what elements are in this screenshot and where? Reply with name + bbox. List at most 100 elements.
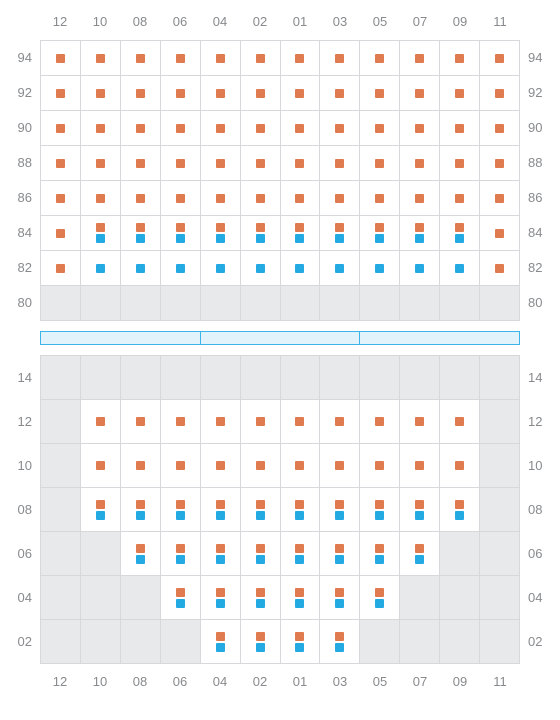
- seat-cell[interactable]: [440, 146, 480, 181]
- seat-cell[interactable]: [201, 400, 241, 444]
- seat-cell[interactable]: [121, 146, 161, 181]
- seat-cell[interactable]: [81, 181, 121, 216]
- seat-cell[interactable]: [161, 41, 201, 76]
- seat-cell[interactable]: [360, 251, 400, 286]
- seat-cell[interactable]: [360, 41, 400, 76]
- seat-cell[interactable]: [360, 111, 400, 146]
- seat-cell[interactable]: [320, 111, 360, 146]
- seat-cell[interactable]: [440, 251, 480, 286]
- seat-cell[interactable]: [41, 146, 81, 181]
- seat-cell[interactable]: [161, 400, 201, 444]
- seat-cell[interactable]: [360, 216, 400, 251]
- seat-cell[interactable]: [400, 444, 440, 488]
- seat-cell[interactable]: [161, 444, 201, 488]
- seat-cell[interactable]: [161, 216, 201, 251]
- seat-cell[interactable]: [320, 576, 360, 620]
- seat-cell[interactable]: [320, 181, 360, 216]
- seat-cell[interactable]: [81, 111, 121, 146]
- seat-cell[interactable]: [201, 576, 241, 620]
- seat-cell[interactable]: [480, 41, 520, 76]
- seat-cell[interactable]: [201, 41, 241, 76]
- seat-cell[interactable]: [400, 216, 440, 251]
- seat-cell[interactable]: [281, 216, 321, 251]
- seat-cell[interactable]: [41, 111, 81, 146]
- seat-cell[interactable]: [241, 251, 281, 286]
- seat-cell[interactable]: [201, 76, 241, 111]
- seat-cell[interactable]: [281, 146, 321, 181]
- seat-cell[interactable]: [440, 41, 480, 76]
- seat-cell[interactable]: [400, 488, 440, 532]
- seat-cell[interactable]: [121, 181, 161, 216]
- seat-cell[interactable]: [360, 181, 400, 216]
- seat-cell[interactable]: [400, 532, 440, 576]
- seat-cell[interactable]: [400, 76, 440, 111]
- seat-cell[interactable]: [81, 76, 121, 111]
- seat-cell[interactable]: [241, 488, 281, 532]
- seat-cell[interactable]: [241, 532, 281, 576]
- seat-cell[interactable]: [320, 146, 360, 181]
- seat-cell[interactable]: [281, 41, 321, 76]
- seat-cell[interactable]: [41, 76, 81, 111]
- seat-cell[interactable]: [360, 488, 400, 532]
- seat-cell[interactable]: [281, 181, 321, 216]
- seat-cell[interactable]: [440, 400, 480, 444]
- seat-cell[interactable]: [161, 146, 201, 181]
- seat-cell[interactable]: [121, 216, 161, 251]
- seat-cell[interactable]: [281, 620, 321, 664]
- seat-cell[interactable]: [440, 76, 480, 111]
- seat-cell[interactable]: [121, 76, 161, 111]
- seat-cell[interactable]: [241, 41, 281, 76]
- seat-cell[interactable]: [241, 76, 281, 111]
- seat-cell[interactable]: [320, 41, 360, 76]
- seat-cell[interactable]: [400, 181, 440, 216]
- seat-cell[interactable]: [121, 251, 161, 286]
- seat-cell[interactable]: [360, 444, 400, 488]
- seat-cell[interactable]: [81, 400, 121, 444]
- seat-cell[interactable]: [281, 111, 321, 146]
- seat-cell[interactable]: [81, 41, 121, 76]
- seat-cell[interactable]: [81, 216, 121, 251]
- seat-cell[interactable]: [241, 216, 281, 251]
- seat-cell[interactable]: [400, 251, 440, 286]
- seat-cell[interactable]: [320, 251, 360, 286]
- seat-cell[interactable]: [41, 181, 81, 216]
- seat-cell[interactable]: [121, 488, 161, 532]
- seat-cell[interactable]: [360, 400, 400, 444]
- seat-cell[interactable]: [41, 216, 81, 251]
- seat-cell[interactable]: [161, 181, 201, 216]
- seat-cell[interactable]: [281, 251, 321, 286]
- seat-cell[interactable]: [281, 444, 321, 488]
- seat-cell[interactable]: [121, 444, 161, 488]
- seat-cell[interactable]: [241, 146, 281, 181]
- seat-cell[interactable]: [121, 41, 161, 76]
- seat-cell[interactable]: [201, 444, 241, 488]
- seat-cell[interactable]: [440, 488, 480, 532]
- seat-cell[interactable]: [360, 532, 400, 576]
- seat-cell[interactable]: [281, 532, 321, 576]
- seat-cell[interactable]: [81, 251, 121, 286]
- seat-cell[interactable]: [241, 576, 281, 620]
- seat-cell[interactable]: [161, 251, 201, 286]
- seat-cell[interactable]: [480, 181, 520, 216]
- seat-cell[interactable]: [201, 146, 241, 181]
- seat-cell[interactable]: [201, 488, 241, 532]
- seat-cell[interactable]: [241, 400, 281, 444]
- seat-cell[interactable]: [320, 488, 360, 532]
- seat-cell[interactable]: [81, 444, 121, 488]
- seat-cell[interactable]: [121, 111, 161, 146]
- seat-cell[interactable]: [281, 76, 321, 111]
- seat-cell[interactable]: [440, 216, 480, 251]
- seat-cell[interactable]: [281, 400, 321, 444]
- seat-cell[interactable]: [320, 216, 360, 251]
- seat-cell[interactable]: [241, 181, 281, 216]
- seat-cell[interactable]: [480, 216, 520, 251]
- seat-cell[interactable]: [201, 620, 241, 664]
- seat-cell[interactable]: [161, 532, 201, 576]
- seat-cell[interactable]: [480, 76, 520, 111]
- seat-cell[interactable]: [201, 532, 241, 576]
- seat-cell[interactable]: [201, 216, 241, 251]
- seat-cell[interactable]: [161, 76, 201, 111]
- seat-cell[interactable]: [201, 181, 241, 216]
- seat-cell[interactable]: [81, 146, 121, 181]
- seat-cell[interactable]: [360, 576, 400, 620]
